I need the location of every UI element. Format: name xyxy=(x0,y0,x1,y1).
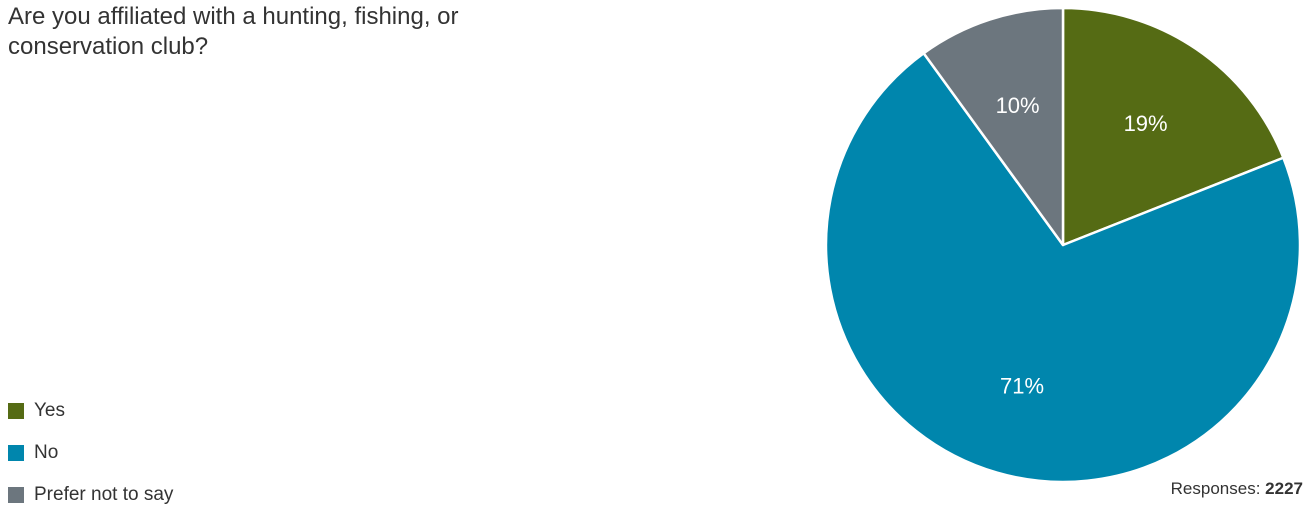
legend-item-yes[interactable]: Yes xyxy=(8,400,173,421)
pie-label-yes: 19% xyxy=(1124,111,1168,136)
legend-swatch-prefer-not-to-say xyxy=(8,486,24,503)
responses-label: Responses: xyxy=(1170,479,1261,498)
responses-count: Responses: 2227 xyxy=(1171,479,1303,499)
chart-title: Are you affiliated with a hunting, fishi… xyxy=(8,3,459,60)
pie-slice-no[interactable] xyxy=(824,52,1302,484)
pie-chart: 19% 71% 10% xyxy=(824,6,1302,484)
pie-label-no: 71% xyxy=(1000,374,1044,399)
legend-swatch-yes xyxy=(8,402,24,419)
legend: Yes No Prefer not to say xyxy=(8,400,173,505)
responses-value: 2227 xyxy=(1265,479,1303,498)
pie-slices xyxy=(824,6,1302,484)
legend-swatch-no xyxy=(8,444,24,461)
legend-label-yes: Yes xyxy=(34,399,65,421)
pie-labels: 19% 71% 10% xyxy=(996,93,1168,399)
legend-item-prefer-not-to-say[interactable]: Prefer not to say xyxy=(8,484,173,505)
legend-label-no: No xyxy=(34,441,59,463)
legend-item-no[interactable]: No xyxy=(8,442,173,463)
pie-slice-prefer-not-to-say[interactable] xyxy=(922,6,1065,247)
pie-slice-yes[interactable] xyxy=(1061,6,1285,247)
pie-label-prefer-not-to-say: 10% xyxy=(996,93,1040,118)
legend-label-prefer-not-to-say: Prefer not to say xyxy=(34,483,174,505)
